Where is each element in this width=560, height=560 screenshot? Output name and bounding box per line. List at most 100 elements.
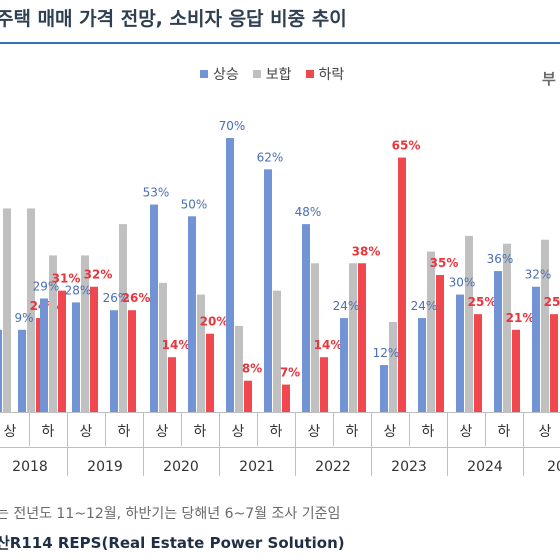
data-label-fall-8: 7% [280, 366, 300, 380]
bar-fall-5 [168, 357, 176, 412]
bar-fall-13 [474, 314, 482, 412]
bar-rise-0 [0, 329, 2, 412]
legend-label-flat: 보합 [265, 67, 292, 83]
data-label-rise-7: 70% [219, 119, 246, 133]
bar-flat-15 [541, 239, 549, 412]
data-label-fall-10: 38% [352, 244, 381, 258]
legend-swatch-fall [305, 70, 314, 78]
data-label-rise-6: 50% [181, 197, 208, 211]
data-label-rise-2: 29% [33, 279, 60, 293]
bar-rise-6 [188, 216, 196, 412]
bar-rise-3 [72, 302, 80, 412]
bar-flat-2 [49, 255, 57, 412]
year-label-0: 2018 [12, 459, 48, 475]
half-label-13: 하 [498, 424, 511, 440]
data-label-rise-10: 24% [333, 299, 360, 313]
year-label-3: 2021 [239, 459, 275, 475]
half-label-8: 상 [308, 424, 321, 440]
data-label-fall-5: 14% [162, 338, 191, 352]
data-label-fall-11: 65% [392, 139, 421, 153]
half-label-10: 상 [384, 424, 397, 440]
legend: 상승 보합 하락 [200, 64, 344, 84]
data-label-rise-8: 62% [257, 150, 284, 164]
legend-item-rise: 상승 [200, 64, 239, 84]
bar-flat-12 [427, 251, 435, 412]
data-label-rise-3: 28% [65, 283, 92, 297]
bar-flat-1 [27, 208, 35, 412]
bar-flat-14 [503, 243, 511, 412]
bar-flat-9 [311, 263, 319, 412]
data-label-fall-4: 26% [122, 291, 151, 305]
half-label-2: 상 [80, 424, 93, 440]
half-label-5: 하 [194, 424, 207, 440]
bar-rise-2 [40, 298, 48, 412]
bar-flat-3 [81, 255, 89, 412]
bar-flat-6 [197, 294, 205, 412]
bar-flat-4 [119, 224, 127, 412]
half-label-14: 상 [539, 424, 552, 440]
bar-fall-10 [358, 263, 366, 412]
bar-flat-11 [389, 321, 397, 412]
data-label-rise-4: 26% [103, 291, 130, 305]
bar-fall-8 [282, 384, 290, 412]
data-label-fall-9: 14% [314, 338, 343, 352]
half-label-6: 상 [232, 424, 245, 440]
year-label-4: 2022 [315, 459, 351, 475]
year-label-5: 2023 [391, 459, 427, 475]
bar-chart: 9%24%29%31%28%32%26%26%53%14%50%20%70%8%… [0, 119, 560, 476]
half-label-12: 상 [460, 424, 473, 440]
half-label-0: 상 [4, 424, 17, 440]
data-label-fall-2: 31% [52, 272, 81, 286]
data-label-rise-13: 30% [449, 276, 476, 290]
bar-rise-13 [456, 294, 464, 412]
data-label-fall-6: 20% [200, 315, 229, 329]
bar-rise-11 [380, 365, 388, 412]
half-label-3: 하 [118, 424, 131, 440]
data-label-rise-5: 53% [143, 186, 170, 200]
bar-flat-5 [159, 282, 167, 412]
data-label-fall-15: 25% [544, 295, 560, 309]
legend-label-fall: 하락 [318, 67, 345, 83]
bar-flat-7 [235, 325, 243, 412]
data-label-rise-12: 24% [411, 299, 438, 313]
bar-flat-8 [273, 290, 281, 412]
bar-rise-8 [264, 169, 272, 412]
year-label-7: 20 [547, 459, 560, 475]
data-label-fall-14: 21% [506, 311, 535, 325]
bar-fall-11 [398, 157, 406, 412]
bar-fall-15 [550, 314, 558, 412]
bar-flat-0 [3, 208, 11, 412]
data-label-rise-15: 32% [525, 268, 552, 282]
bar-rise-7 [226, 138, 234, 412]
year-label-6: 2024 [467, 459, 503, 475]
bar-fall-7 [244, 380, 252, 412]
half-label-4: 상 [156, 424, 169, 440]
bar-fall-4 [128, 310, 136, 412]
footnote: 는 전년도 11~12월, 하반기는 당해년 6~7월 조사 기준임 [0, 506, 341, 522]
data-label-rise-9: 48% [295, 205, 322, 219]
half-label-1: 하 [42, 424, 55, 440]
half-label-11: 하 [422, 424, 435, 440]
bar-rise-5 [150, 204, 158, 412]
legend-swatch-rise [200, 70, 208, 78]
bar-fall-2 [58, 290, 66, 412]
year-label-1: 2019 [87, 459, 123, 475]
bar-rise-9 [302, 224, 310, 412]
bar-rise-4 [110, 310, 118, 412]
bar-fall-12 [436, 275, 444, 412]
half-label-7: 하 [270, 424, 283, 440]
bar-rise-14 [494, 271, 502, 412]
bar-fall-3 [90, 286, 98, 412]
bar-fall-14 [512, 329, 520, 412]
legend-item-flat: 보합 [252, 64, 292, 84]
half-label-9: 하 [346, 424, 359, 440]
title-divider [0, 42, 560, 44]
data-label-fall-7: 8% [242, 362, 262, 376]
bar-flat-13 [465, 235, 473, 412]
legend-item-fall: 하락 [305, 64, 345, 84]
bar-rise-12 [418, 318, 426, 412]
data-label-fall-12: 35% [430, 256, 459, 270]
bar-rise-15 [532, 286, 540, 412]
legend-label-rise: 상승 [213, 67, 239, 83]
chart-title: 주택 매매 가격 전망, 소비자 응답 비중 추이 [0, 8, 347, 30]
